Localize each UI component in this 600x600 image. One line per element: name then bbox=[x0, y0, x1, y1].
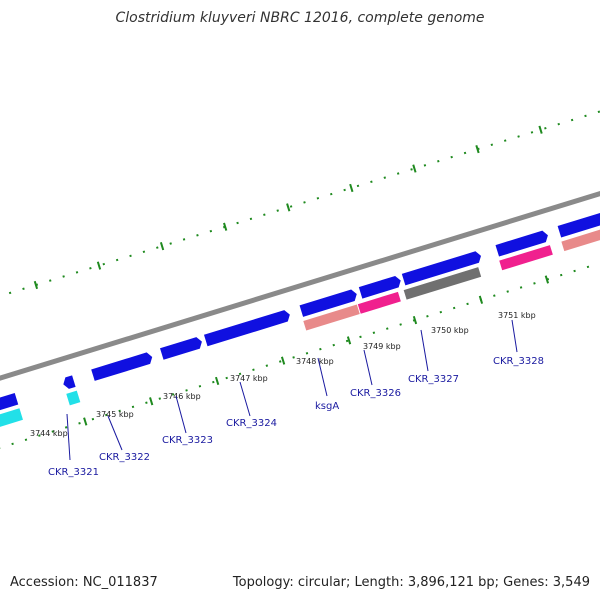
scale-label: 3751 kbp bbox=[498, 311, 536, 320]
gene-leader-lines bbox=[66, 319, 518, 461]
scale-label: 3749 kbp bbox=[363, 342, 401, 351]
gene-label-ckr-3324[interactable]: CKR_3324 bbox=[226, 418, 277, 429]
cds-forward[interactable] bbox=[91, 351, 154, 381]
cds-reverse[interactable] bbox=[62, 375, 76, 390]
cog-feature[interactable] bbox=[561, 208, 600, 252]
gene-label-ckr-3327[interactable]: CKR_3327 bbox=[408, 374, 459, 385]
cds-forward[interactable] bbox=[203, 309, 292, 347]
cds-forward[interactable] bbox=[358, 275, 403, 299]
gene-label-ckr-3328[interactable]: CKR_3328 bbox=[493, 356, 544, 367]
gene-label-ckr-3323[interactable]: CKR_3323 bbox=[162, 435, 213, 446]
cds-reverse[interactable] bbox=[0, 392, 19, 417]
cog-feature[interactable] bbox=[403, 267, 482, 300]
gene-label-ksga[interactable]: ksgA bbox=[315, 401, 339, 412]
gene-label-ckr-3322[interactable]: CKR_3322 bbox=[99, 452, 150, 463]
accession-label: Accession: NC_011837 bbox=[10, 575, 158, 590]
outer-scale-ticks bbox=[33, 125, 543, 290]
inner-scale-ticks bbox=[83, 275, 550, 426]
scale-label: 3744 kbp bbox=[30, 429, 68, 438]
cog-feature[interactable] bbox=[357, 291, 401, 314]
cog-feature[interactable] bbox=[66, 390, 81, 406]
genome-title: Clostridium kluyveri NBRC 12016, complet… bbox=[115, 10, 485, 26]
scale-label: 3750 kbp bbox=[431, 326, 469, 335]
scale-label: 3745 kbp bbox=[96, 410, 134, 419]
cds-forward[interactable] bbox=[557, 193, 600, 238]
gene-label-ckr-3321[interactable]: CKR_3321 bbox=[48, 467, 99, 478]
cog-feature[interactable] bbox=[303, 304, 360, 331]
cds-forward[interactable] bbox=[299, 288, 359, 317]
cds-forward[interactable] bbox=[401, 250, 483, 286]
scale-label: 3746 kbp bbox=[163, 392, 201, 401]
scale-label: 3747 kbp bbox=[230, 374, 268, 383]
scale-label: 3748 kbp bbox=[296, 357, 334, 366]
cog-feature[interactable] bbox=[499, 245, 553, 271]
genome-summary: Topology: circular; Length: 3,896,121 bp… bbox=[232, 575, 590, 590]
cds-forward[interactable] bbox=[495, 230, 549, 257]
gene-label-ckr-3326[interactable]: CKR_3326 bbox=[350, 388, 401, 399]
genome-backbone bbox=[0, 178, 600, 396]
cds-forward[interactable] bbox=[160, 336, 204, 360]
cog-feature[interactable] bbox=[0, 408, 23, 432]
